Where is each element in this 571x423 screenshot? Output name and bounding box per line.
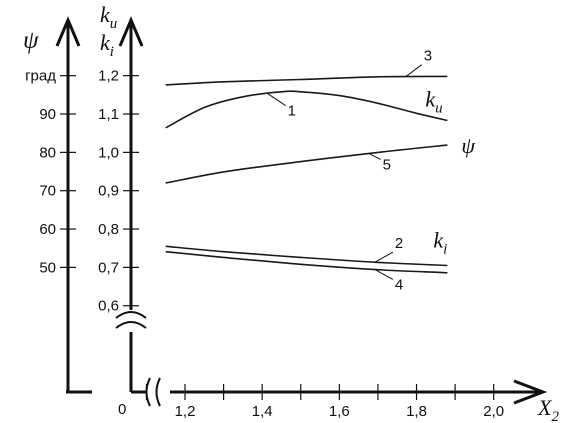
x-tick-label: 1,6 (329, 403, 350, 420)
x-tick-label: 1,8 (406, 403, 427, 420)
psi-tick-label: град (25, 68, 56, 85)
x-axis-title: X2 (537, 395, 559, 423)
psi-axis: ψ (23, 16, 92, 394)
k-axis-title-ki: ki (100, 30, 114, 60)
series-4-leader (374, 269, 394, 280)
series-3-leader (405, 64, 423, 78)
k-tick-label: 1,0 (98, 144, 119, 161)
series-1-line (165, 90, 448, 129)
psi-tick-label: 90 (39, 106, 56, 123)
k-tick-label: 0,7 (98, 259, 119, 276)
series-layer: 3 1 ku 5 ψ 2 ki 4 (165, 48, 475, 293)
k-axis-break-upper (115, 311, 147, 319)
series-2-leader (374, 251, 394, 263)
psi-tick-label: 70 (39, 183, 56, 200)
psi-axis-title: ψ (23, 27, 39, 54)
series-5-label: ψ (461, 133, 475, 158)
series-5-number: 5 (383, 156, 391, 173)
x-tick-label: 1,2 (175, 403, 196, 420)
series-2-number: 2 (395, 235, 403, 252)
k-axis-break-lower (115, 321, 147, 329)
k-tick-label: 1,2 (98, 68, 119, 85)
series-3-number: 3 (424, 48, 432, 65)
x-tick-label: 2,0 (483, 403, 504, 420)
x-origin-label: 0 (118, 401, 126, 418)
psi-tick-label: 60 (39, 221, 56, 238)
psi-tick-label: 50 (39, 259, 56, 276)
x-axis: 0 X2 (118, 377, 559, 423)
series-2-label: ki (433, 227, 447, 257)
k-axis-ticks: 1,2 1,1 1,0 0,9 0,8 0,7 0,6 (98, 68, 139, 315)
x-tick-label: 1,4 (252, 403, 273, 420)
x-axis-ticks: 1,2 1,4 1,6 1,8 2,0 (145, 384, 504, 420)
k-tick-label: 1,1 (98, 106, 119, 123)
series-3-line (165, 75, 448, 86)
series-5-line (165, 144, 448, 184)
k-axis: ku ki (100, 2, 147, 392)
psi-axis-arrow (55, 16, 81, 47)
x-axis-arrow (513, 379, 548, 405)
series-1-label: ku (425, 87, 442, 117)
k-tick-label: 0,6 (98, 298, 119, 315)
series-1-number: 1 (288, 103, 296, 120)
series-4-line (165, 250, 448, 274)
k-axis-title-ku: ku (100, 2, 117, 32)
k-axis-arrow (118, 16, 144, 47)
k-tick-label: 0,9 (98, 183, 119, 200)
series-4-number: 4 (395, 276, 403, 293)
psi-tick-label: 80 (39, 144, 56, 161)
series-2-line (165, 245, 448, 267)
x-axis-break-right (155, 377, 161, 407)
psi-axis-ticks: град 90 80 70 60 50 (25, 68, 76, 276)
series-5-leader (368, 153, 381, 160)
k-tick-label: 0,8 (98, 221, 119, 238)
series-1-leader (267, 93, 286, 106)
